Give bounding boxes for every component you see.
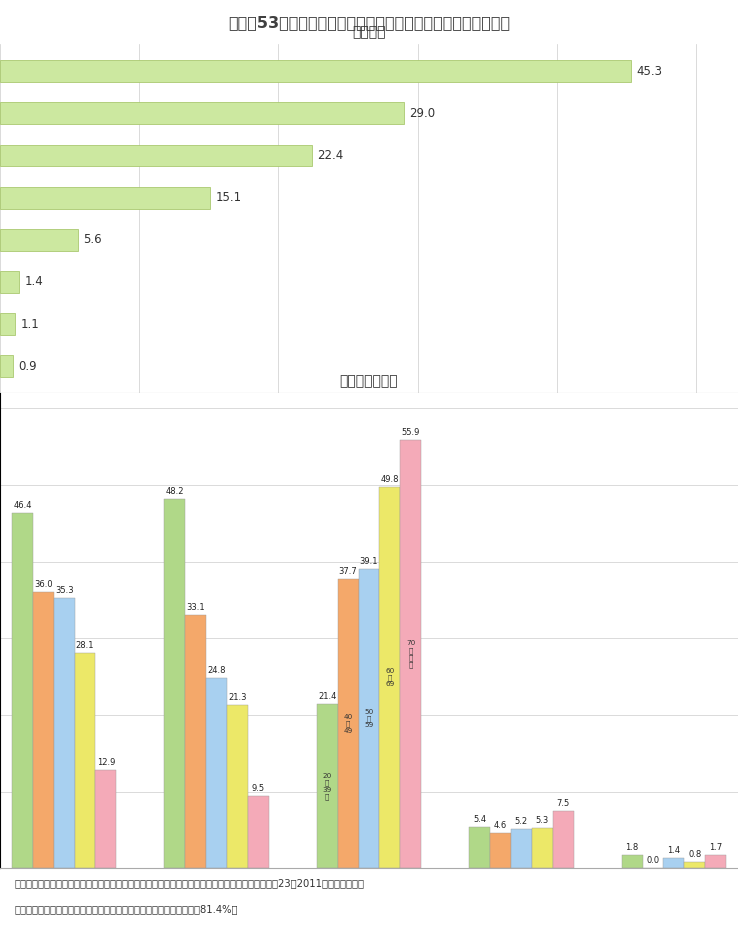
Text: 0.9: 0.9 (18, 360, 37, 373)
Text: 36.0: 36.0 (34, 580, 52, 589)
Title: （全体）: （全体） (352, 25, 386, 39)
Bar (663, 857, 684, 869)
Text: 15.1: 15.1 (215, 191, 242, 205)
Bar (684, 862, 705, 869)
Title: （年齢階層別）: （年齢階層別） (339, 374, 399, 388)
Bar (359, 569, 379, 869)
Text: 37.7: 37.7 (339, 567, 357, 576)
Text: 29.0: 29.0 (410, 106, 435, 120)
Text: 39.1: 39.1 (359, 557, 379, 566)
Bar (469, 828, 490, 869)
Text: 1.4: 1.4 (25, 276, 44, 289)
Bar (0, 103, 404, 124)
Bar (0, 355, 13, 377)
Bar (75, 653, 95, 869)
Bar (165, 499, 185, 869)
Text: 48.2: 48.2 (165, 487, 184, 496)
Text: 70
歳
以
上: 70 歳 以 上 (406, 641, 415, 668)
Text: %: % (726, 407, 738, 420)
Bar (705, 856, 726, 869)
Bar (338, 579, 359, 869)
Bar (0, 187, 210, 208)
Text: 4.6: 4.6 (494, 821, 507, 830)
Bar (0, 60, 631, 82)
Text: 21.3: 21.3 (228, 693, 246, 702)
Text: 50
～
59: 50 ～ 59 (365, 709, 373, 729)
Text: 49.8: 49.8 (381, 474, 399, 484)
Bar (33, 592, 54, 869)
Text: 35.3: 35.3 (55, 586, 74, 595)
Text: 45.3: 45.3 (636, 64, 662, 78)
Text: 5.4: 5.4 (473, 815, 486, 824)
Bar (379, 487, 400, 869)
Bar (400, 440, 421, 869)
Text: 28.1: 28.1 (76, 641, 94, 650)
Bar (95, 770, 117, 869)
Bar (248, 796, 269, 869)
Text: 5.2: 5.2 (515, 816, 528, 826)
Text: 9.5: 9.5 (252, 784, 265, 793)
Text: 図２－53　今後の農業経営に対する農業者の意向（複数回答）: 図２－53 今後の農業経営に対する農業者の意向（複数回答） (228, 15, 510, 30)
Text: 1.1: 1.1 (21, 318, 40, 331)
Text: 40
～
49: 40 ～ 49 (343, 715, 353, 734)
Bar (553, 811, 573, 869)
Bar (511, 828, 532, 869)
Text: 20
～
39
歳: 20 ～ 39 歳 (323, 773, 332, 800)
Bar (621, 855, 643, 869)
Bar (206, 678, 227, 869)
Text: 5.3: 5.3 (536, 815, 549, 825)
Text: 1.8: 1.8 (626, 842, 638, 852)
Text: 資料：農林水産省「食料・農業・農村及び水産資源の持続的利用に関する意識・意向調査」（平成23（2011）年５月公表）: 資料：農林水産省「食料・農業・農村及び水産資源の持続的利用に関する意識・意向調査… (15, 878, 365, 888)
Text: 55.9: 55.9 (401, 428, 420, 437)
Text: 60
～
69: 60 ～ 69 (385, 668, 395, 687)
Text: 5.6: 5.6 (83, 234, 102, 247)
Bar (0, 271, 19, 293)
Bar (532, 828, 553, 869)
Text: 1.4: 1.4 (667, 845, 680, 855)
Bar (227, 705, 248, 869)
Bar (490, 833, 511, 869)
Text: 0.0: 0.0 (646, 856, 660, 866)
Text: 注：農業者モニター２千人を対象に実施したアンケート調査（回収率81.4%）: 注：農業者モニター２千人を対象に実施したアンケート調査（回収率81.4%） (15, 904, 238, 914)
Text: 33.1: 33.1 (187, 602, 205, 612)
Bar (0, 229, 78, 250)
Text: 46.4: 46.4 (13, 501, 32, 510)
Bar (0, 313, 15, 335)
Bar (12, 513, 33, 869)
Bar (317, 704, 338, 869)
Text: 12.9: 12.9 (97, 757, 115, 767)
Text: 24.8: 24.8 (207, 666, 226, 675)
Bar (0, 145, 312, 166)
Text: 22.4: 22.4 (317, 149, 344, 162)
Bar (54, 598, 75, 869)
Text: 0.8: 0.8 (688, 850, 701, 859)
Text: 7.5: 7.5 (556, 799, 570, 808)
Bar (185, 615, 206, 869)
Text: 1.7: 1.7 (709, 843, 723, 853)
Text: 21.4: 21.4 (318, 692, 337, 701)
